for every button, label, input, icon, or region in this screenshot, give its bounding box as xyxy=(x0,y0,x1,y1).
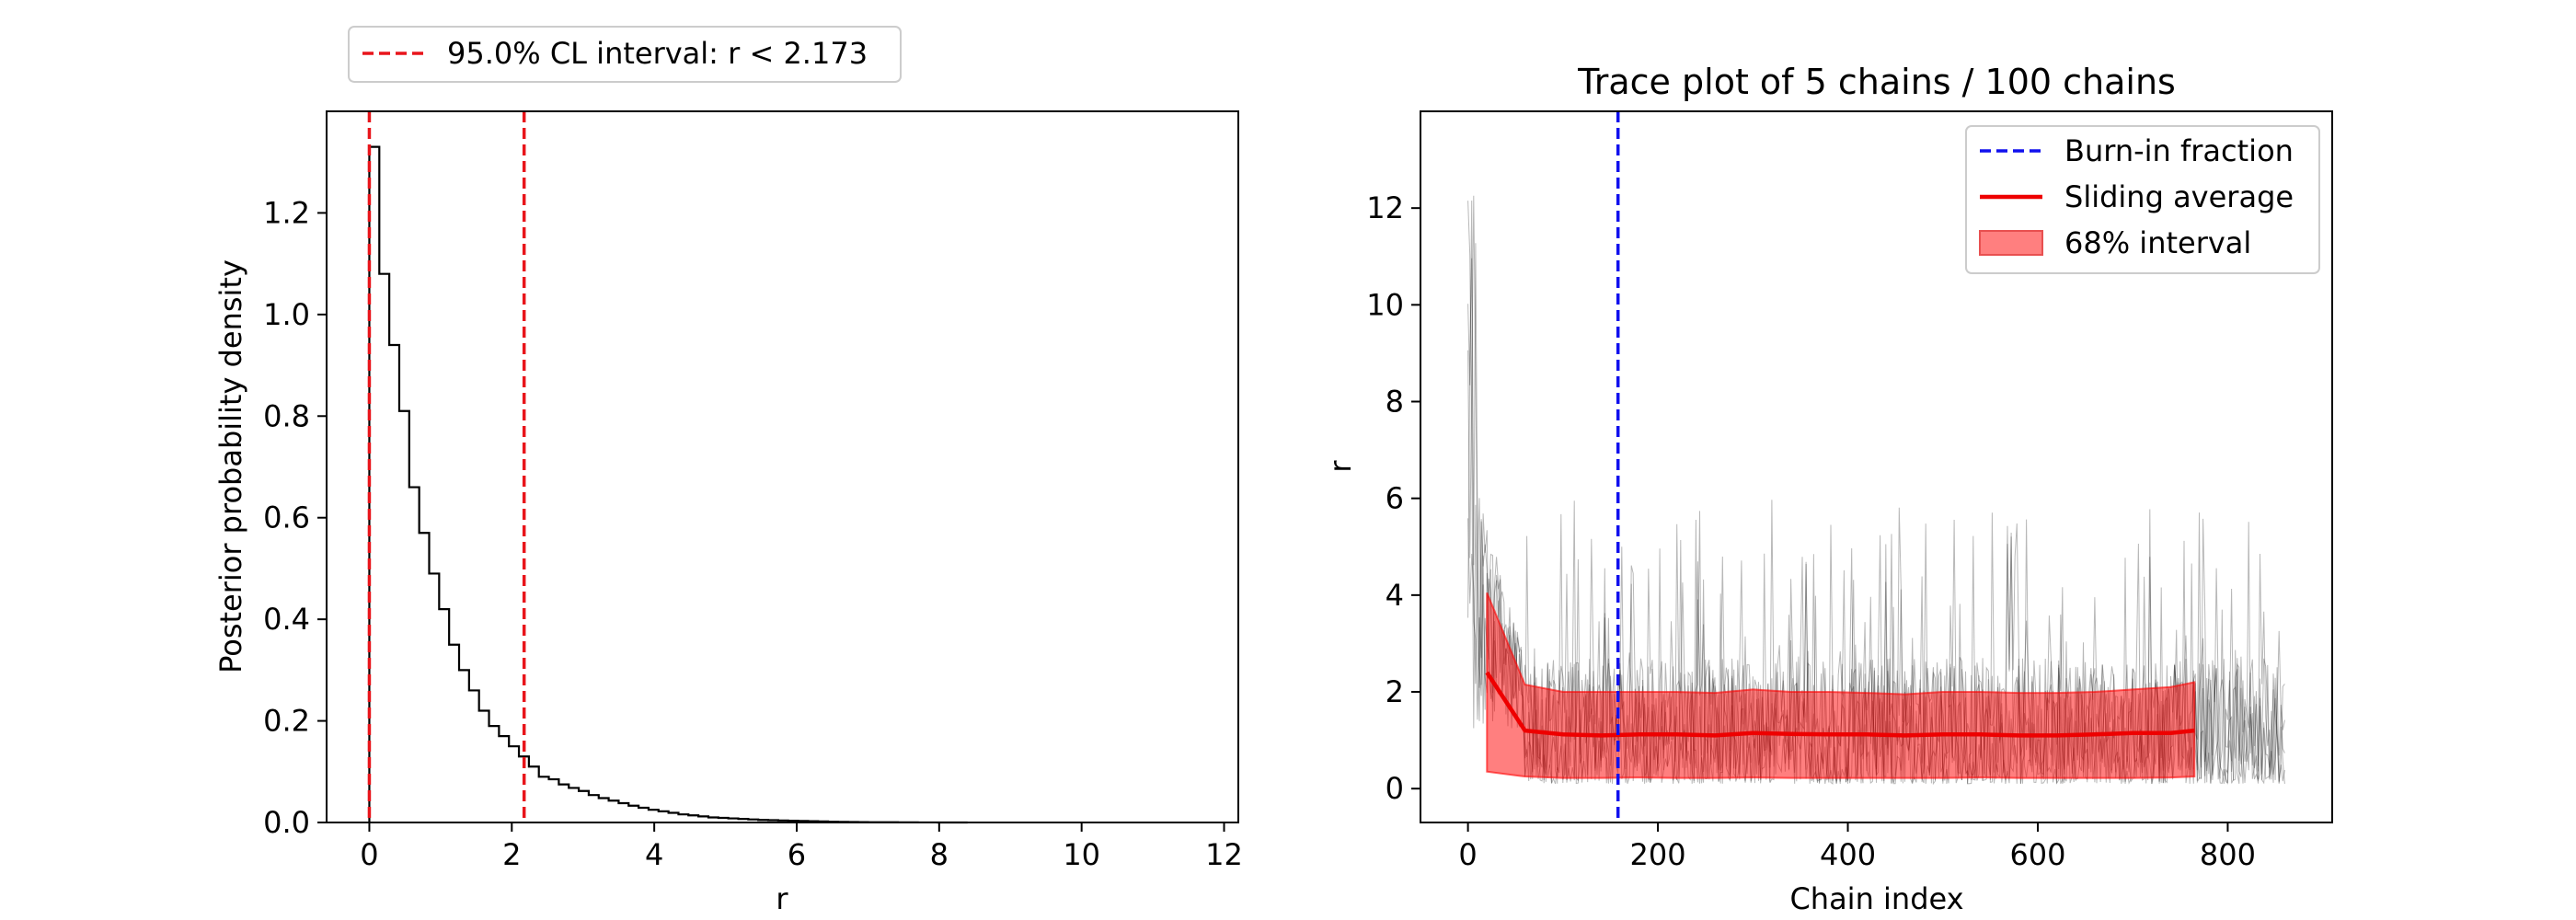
histogram-y-label: Posterior probability density xyxy=(213,259,248,673)
histogram-bin xyxy=(529,766,539,822)
burn-in-legend-label: Burn-in fraction xyxy=(2064,133,2294,168)
trace-title: Trace plot of 5 chains / 100 chains xyxy=(1577,62,2176,102)
trace-legend-box xyxy=(1965,125,2320,274)
interval-68-area xyxy=(1486,592,2196,779)
trace-y-label: r xyxy=(1323,460,1358,473)
histogram-y-ticks: 0.0 0.2 0.4 0.6 0.8 1.0 1.2 xyxy=(263,195,327,840)
interval-legend-swatch xyxy=(1979,230,2043,256)
histogram-bin xyxy=(389,345,399,822)
histogram-bin xyxy=(549,779,559,822)
histogram-bin xyxy=(420,533,430,822)
histogram-bin xyxy=(678,814,688,822)
histogram-bin xyxy=(618,803,628,822)
y-tick-label: 0.8 xyxy=(263,398,310,433)
histogram-bin xyxy=(469,690,479,822)
histogram-bin xyxy=(479,711,489,822)
histogram-bin xyxy=(509,746,519,822)
histogram-bin xyxy=(599,798,609,822)
histogram-bars xyxy=(368,145,968,824)
sliding-average-legend-label: Sliding average xyxy=(2064,179,2294,214)
x-tick-label: 12 xyxy=(1205,837,1243,872)
x-tick-label: 10 xyxy=(1063,837,1100,872)
histogram-bin xyxy=(399,411,409,822)
histogram-bin xyxy=(659,811,669,822)
histogram-bin xyxy=(688,815,698,822)
histogram-bin xyxy=(609,800,619,822)
histogram-x-ticks: 0 2 4 6 8 10 12 xyxy=(360,822,1243,872)
x-tick-label: 800 xyxy=(2200,837,2256,872)
interval-legend-label: 68% interval xyxy=(2064,225,2251,260)
y-tick-label: 10 xyxy=(1366,287,1404,322)
trace-panel: 0 200 400 600 800 0 2 4 6 8 10 12 Trace plot of 5 … xyxy=(1323,62,2333,916)
y-tick-label: 0.2 xyxy=(263,704,310,739)
interval-68-band xyxy=(1486,592,2196,779)
sliding-average-curve xyxy=(1485,671,2195,738)
x-tick-label: 200 xyxy=(1630,837,1686,872)
histogram-bin xyxy=(459,670,469,822)
y-tick-label: 0.6 xyxy=(263,500,310,535)
histogram-x-label: r xyxy=(776,881,788,916)
trace-x-label: Chain index xyxy=(1789,881,1963,916)
histogram-bin xyxy=(638,808,649,822)
histogram-plot-frame xyxy=(326,110,1239,823)
y-tick-label: 6 xyxy=(1386,481,1404,516)
x-tick-label: 600 xyxy=(2009,837,2065,872)
y-tick-label: 12 xyxy=(1366,190,1404,225)
histogram-bin xyxy=(628,806,638,822)
histogram-bin xyxy=(429,573,439,822)
histogram-bin xyxy=(439,609,449,822)
y-tick-label: 0 xyxy=(1386,771,1404,806)
cl-interval-lines xyxy=(367,111,526,822)
x-tick-label: 0 xyxy=(1458,837,1477,872)
histogram-legend: 95.0% CL interval: r < 2.173 xyxy=(348,26,902,83)
x-tick-label: 8 xyxy=(930,837,949,872)
histogram-bin xyxy=(589,795,599,822)
x-tick-label: 6 xyxy=(788,837,806,872)
histogram-bin xyxy=(499,736,509,822)
trace-plot-frame xyxy=(1420,110,2333,823)
histogram-legend-label: 95.0% CL interval: r < 2.173 xyxy=(447,36,868,71)
x-tick-label: 2 xyxy=(502,837,521,872)
y-tick-label: 2 xyxy=(1386,674,1404,709)
y-tick-label: 8 xyxy=(1386,385,1404,420)
histogram-legend-box xyxy=(348,26,902,83)
histogram-step-outline xyxy=(368,145,968,824)
trace-legend: Burn-in fraction Sliding average 68% int… xyxy=(1965,125,2320,274)
x-tick-label: 0 xyxy=(360,837,378,872)
sliding-average-line xyxy=(1485,671,2195,738)
histogram-bin xyxy=(649,810,659,822)
histogram-panel: 0 2 4 6 8 10 12 0.0 0.2 0.4 0.6 0.8 1.0 1.2 r Poster… xyxy=(213,26,1243,916)
histogram-bin xyxy=(669,813,679,822)
histogram-bin xyxy=(539,776,549,822)
trace-x-ticks: 0 200 400 600 800 xyxy=(1458,822,2256,872)
histogram-bin xyxy=(579,791,589,822)
histogram-bin xyxy=(409,488,420,822)
x-tick-label: 400 xyxy=(1820,837,1876,872)
y-tick-label: 1.2 xyxy=(263,195,310,230)
histogram-bin xyxy=(489,726,500,822)
histogram-bin xyxy=(569,788,579,822)
y-tick-label: 0.4 xyxy=(263,602,310,637)
histogram-bin xyxy=(449,645,459,822)
trace-y-ticks: 0 2 4 6 8 10 12 xyxy=(1366,190,1420,806)
y-tick-label: 0.0 xyxy=(263,805,310,840)
y-tick-label: 1.0 xyxy=(263,297,310,332)
x-tick-label: 4 xyxy=(645,837,663,872)
histogram-bin xyxy=(558,785,569,822)
histogram-bin xyxy=(379,274,389,822)
y-tick-label: 4 xyxy=(1386,578,1404,613)
